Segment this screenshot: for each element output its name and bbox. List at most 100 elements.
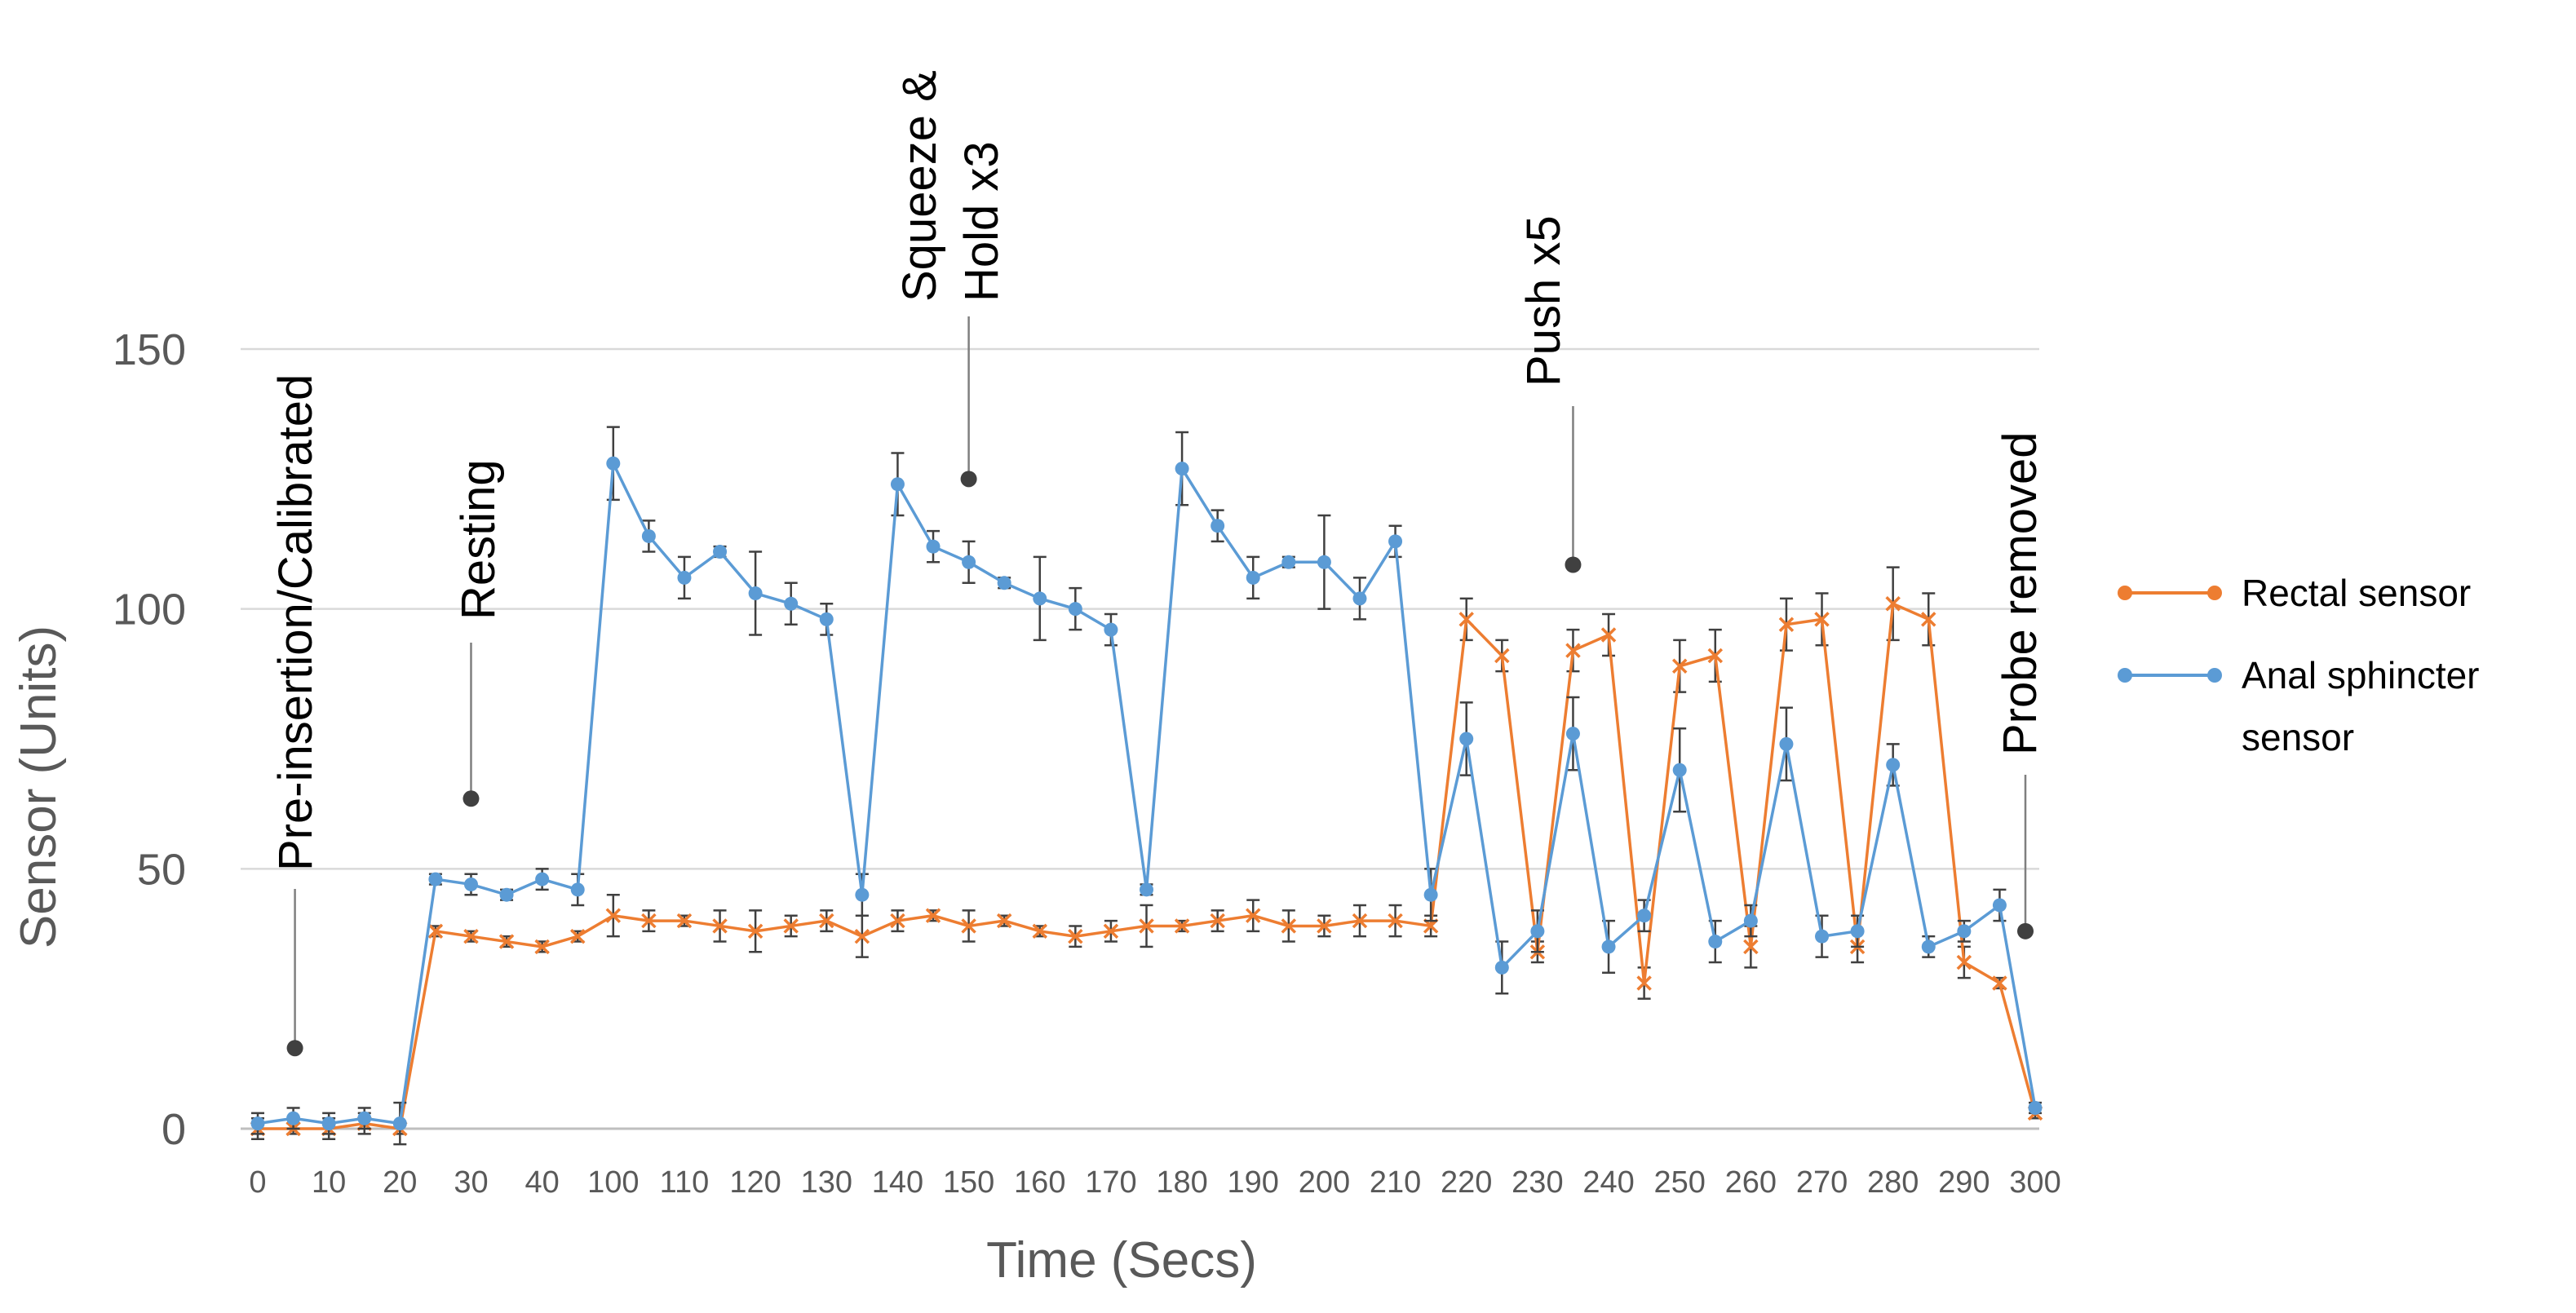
data-point (1672, 763, 1687, 777)
data-point (1281, 555, 1296, 569)
data-point (1992, 898, 2007, 913)
data-point (1103, 923, 1119, 939)
annotation-label-1: Pre-insertion/Calibrated (269, 374, 322, 871)
data-point (713, 545, 728, 559)
data-point (1637, 908, 1652, 923)
data-point (748, 586, 763, 601)
data-point (250, 1116, 265, 1131)
x-tick-label-20: 20 (383, 1165, 417, 1200)
data-point (1957, 924, 1972, 939)
data-point (605, 908, 622, 923)
data-point (1139, 918, 1154, 934)
data-point (1423, 887, 1438, 902)
data-point (712, 918, 728, 934)
data-point (428, 872, 443, 886)
data-point (854, 928, 870, 944)
y-tick-label-150: 150 (113, 325, 186, 374)
data-point (1352, 913, 1368, 929)
data-point (1885, 596, 1901, 612)
data-point (1246, 908, 1261, 923)
y-axis-title: Sensor (Units) (11, 626, 67, 948)
data-point (1317, 918, 1332, 934)
data-point (1140, 882, 1153, 897)
data-point (784, 596, 799, 611)
y-tick-label-50: 50 (137, 845, 186, 894)
legend-entry-anal-sphincter: Anal sphincter sensor (2118, 654, 2480, 758)
x-tick-label-290: 290 (1938, 1165, 1990, 1200)
x-axis-title: Time (Secs) (986, 1232, 1257, 1289)
annotation-dot-2 (463, 790, 480, 807)
annotation-label-3: Squeeze & Hold x3 (893, 70, 1008, 302)
data-point (819, 612, 834, 626)
y-tick-label-100: 100 (113, 586, 186, 634)
x-tick-label-210: 210 (1370, 1165, 1421, 1200)
annotation-dot-4 (1565, 556, 1582, 573)
data-point (1032, 923, 1047, 939)
data-point (1601, 939, 1616, 954)
x-tick-label-160: 160 (1014, 1165, 1065, 1200)
x-tick-label-280: 280 (1867, 1165, 1919, 1200)
data-point (1565, 643, 1581, 658)
annotation-label-4: Push x5 (1517, 215, 1570, 387)
x-tick-label-100: 100 (587, 1165, 639, 1200)
data-point (1352, 591, 1367, 606)
x-tick-label-10: 10 (312, 1165, 346, 1200)
x-tick-label-220: 220 (1441, 1165, 1492, 1200)
x-tick-label-240: 240 (1582, 1165, 1634, 1200)
data-point (1636, 975, 1652, 991)
series (250, 426, 2043, 1146)
data-point (1921, 612, 1936, 627)
data-point (641, 913, 657, 929)
x-tick-label-180: 180 (1156, 1165, 1207, 1200)
series-rectal (250, 566, 2043, 1140)
x-tick-label-270: 270 (1796, 1165, 1848, 1200)
axes: 0 50 100 150 0 10 20 30 40 100 110 120 130 140 150 160 1… (113, 325, 2061, 1200)
annotations: Pre-insertion/Calibrated Resting Squeeze &… (269, 70, 2047, 1057)
legend-swatch-marker (2207, 586, 2222, 600)
data-point (499, 887, 514, 902)
data-point (961, 918, 976, 934)
data-point (1778, 617, 1795, 633)
data-point (1175, 462, 1189, 476)
data-point (463, 877, 478, 891)
data-point (890, 913, 905, 929)
data-point (1886, 758, 1901, 772)
x-tick-label-130: 130 (801, 1165, 852, 1200)
data-point (357, 1111, 372, 1125)
data-point (463, 928, 479, 944)
data-point (677, 570, 692, 585)
annotation-label-5: Probe removed (1994, 431, 2047, 755)
data-point (534, 939, 550, 955)
annotation-dot-1 (286, 1040, 303, 1057)
data-point (1211, 519, 1225, 533)
data-point (1494, 648, 1510, 664)
data-point (925, 908, 941, 923)
data-point (2028, 1101, 2043, 1116)
data-point (570, 882, 585, 897)
legend: Rectal sensor Anal sphincter sensor (2118, 572, 2480, 758)
y-tick-label-0: 0 (162, 1105, 186, 1154)
x-tick-label-300: 300 (2009, 1165, 2060, 1200)
data-point (819, 913, 834, 929)
data-point (392, 1116, 407, 1131)
data-point (1671, 658, 1688, 674)
data-point (1174, 918, 1190, 934)
data-point (1246, 570, 1260, 585)
data-point (1707, 648, 1724, 664)
data-point (1458, 612, 1474, 627)
legend-swatch-marker (2118, 668, 2132, 683)
data-point (1815, 929, 1830, 944)
data-point (962, 555, 976, 569)
data-point (1565, 727, 1580, 741)
x-tick-label-170: 170 (1085, 1165, 1136, 1200)
data-point (1388, 534, 1403, 549)
data-point (1956, 954, 1972, 970)
data-point (926, 539, 941, 554)
data-point (996, 913, 1012, 929)
x-tick-label-230: 230 (1512, 1165, 1563, 1200)
data-point (1708, 935, 1723, 949)
data-point (1992, 975, 2007, 991)
x-tick-label-110: 110 (660, 1165, 710, 1200)
legend-swatch-marker (2207, 668, 2222, 683)
